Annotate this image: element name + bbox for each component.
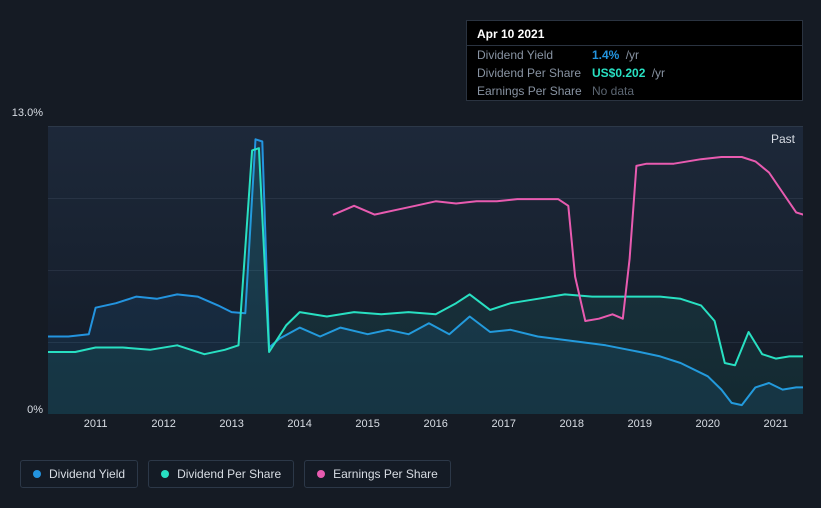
x-axis-label: 2016	[423, 418, 447, 430]
x-axis-label: 2020	[696, 418, 720, 430]
x-axis: 2011 2012 2013 2014 2015 2016 2017 2018 2019 2020…	[48, 418, 803, 438]
chart-lines	[48, 126, 803, 414]
tooltip-label: Earnings Per Share	[477, 84, 592, 98]
y-axis-max: 13.0%	[12, 107, 43, 119]
tooltip-label: Dividend Yield	[477, 48, 592, 62]
tooltip-value: US$0.202 /yr	[592, 66, 665, 80]
legend-label: Dividend Per Share	[177, 467, 281, 481]
x-axis-label: 2019	[628, 418, 652, 430]
x-axis-label: 2018	[559, 418, 583, 430]
x-axis-label: 2012	[151, 418, 175, 430]
legend-item[interactable]: Dividend Yield	[20, 460, 138, 488]
legend-dot-icon	[161, 470, 169, 478]
tooltip-label: Dividend Per Share	[477, 66, 592, 80]
legend-dot-icon	[33, 470, 41, 478]
legend-item[interactable]: Dividend Per Share	[148, 460, 294, 488]
x-axis-label: 2015	[355, 418, 379, 430]
x-axis-label: 2021	[764, 418, 788, 430]
y-axis-min: 0%	[27, 404, 43, 416]
legend-label: Dividend Yield	[49, 467, 125, 481]
legend-label: Earnings Per Share	[333, 467, 438, 481]
tooltip-value: No data	[592, 84, 634, 98]
x-axis-label: 2011	[84, 418, 108, 430]
tooltip-row: Earnings Per ShareNo data	[467, 82, 802, 100]
legend: Dividend Yield Dividend Per Share Earnings…	[20, 460, 451, 488]
chart-plot-area[interactable]: Past	[48, 126, 803, 414]
tooltip-value: 1.4% /yr	[592, 48, 639, 62]
x-axis-label: 2014	[287, 418, 311, 430]
chart-tooltip: Apr 10 2021 Dividend Yield1.4% /yrDivide…	[466, 20, 803, 101]
legend-dot-icon	[317, 470, 325, 478]
tooltip-date: Apr 10 2021	[467, 21, 802, 46]
tooltip-row: Dividend Per ShareUS$0.202 /yr	[467, 64, 802, 82]
legend-item[interactable]: Earnings Per Share	[304, 460, 451, 488]
x-axis-label: 2017	[491, 418, 515, 430]
tooltip-row: Dividend Yield1.4% /yr	[467, 46, 802, 64]
series-fill	[48, 148, 803, 414]
x-axis-label: 2013	[219, 418, 243, 430]
